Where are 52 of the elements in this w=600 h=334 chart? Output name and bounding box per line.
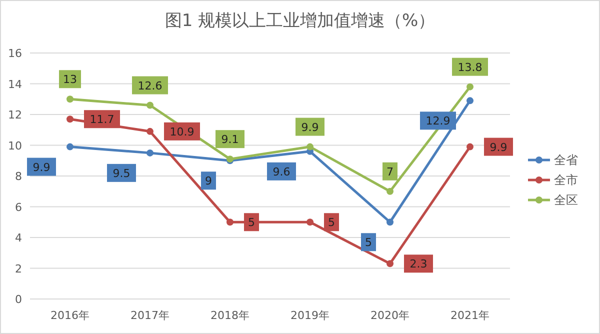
data-label: 5 <box>365 236 372 250</box>
data-label: 9.9 <box>490 140 508 154</box>
x-tick-label: 2017年 <box>130 309 170 322</box>
point <box>66 96 74 103</box>
data-label: 9 <box>205 174 212 188</box>
point <box>146 149 154 156</box>
data-label: 2.3 <box>410 258 428 271</box>
y-tick-label: 12 <box>8 108 22 122</box>
point <box>66 143 74 150</box>
legend-label: 全省 <box>554 153 578 167</box>
point <box>306 218 314 226</box>
data-label: 12.6 <box>138 79 162 92</box>
y-tick-label: 0 <box>15 293 22 306</box>
data-label: 9.5 <box>112 166 130 180</box>
point <box>146 102 154 109</box>
chart-title: 图1 规模以上工业增加值增速（%） <box>164 11 436 31</box>
y-tick-label: 8 <box>15 170 22 183</box>
point <box>386 260 394 268</box>
data-label: 9.6 <box>272 165 290 178</box>
data-label: 13.8 <box>458 60 482 74</box>
point <box>466 83 474 90</box>
y-tick-label: 6 <box>15 200 22 214</box>
data-label: 10.9 <box>170 125 194 138</box>
data-label: 12.9 <box>426 114 450 128</box>
point <box>386 218 394 226</box>
data-label: 7 <box>386 165 394 178</box>
point <box>66 116 74 123</box>
legend-label: 全市 <box>554 173 578 187</box>
y-tick-label: 4 <box>15 232 22 244</box>
x-tick-label: 2019年 <box>290 309 330 322</box>
x-tick-label: 2020年 <box>370 309 410 322</box>
data-label: 5 <box>328 216 335 230</box>
y-tick-label: 14 <box>8 78 22 91</box>
y-tick-label: 2 <box>15 262 22 276</box>
x-tick-label: 2018年 <box>210 309 250 322</box>
point <box>466 143 474 150</box>
point <box>466 97 474 104</box>
data-label: 11.7 <box>90 113 114 126</box>
point <box>306 143 314 150</box>
data-label: 9.1 <box>221 133 239 146</box>
x-tick-label: 2021年 <box>450 309 490 322</box>
point <box>226 218 234 226</box>
y-tick-label: 16 <box>8 47 22 60</box>
data-label: 5 <box>248 216 255 230</box>
x-tick-label: 2016年 <box>50 309 90 322</box>
legend-label: 全区 <box>554 193 578 207</box>
point <box>146 128 154 135</box>
data-label: 13 <box>63 73 77 86</box>
point <box>386 188 394 195</box>
y-tick-label: 10 <box>8 139 22 152</box>
data-label: 9.9 <box>32 160 50 174</box>
data-label: 9.9 <box>301 120 319 134</box>
